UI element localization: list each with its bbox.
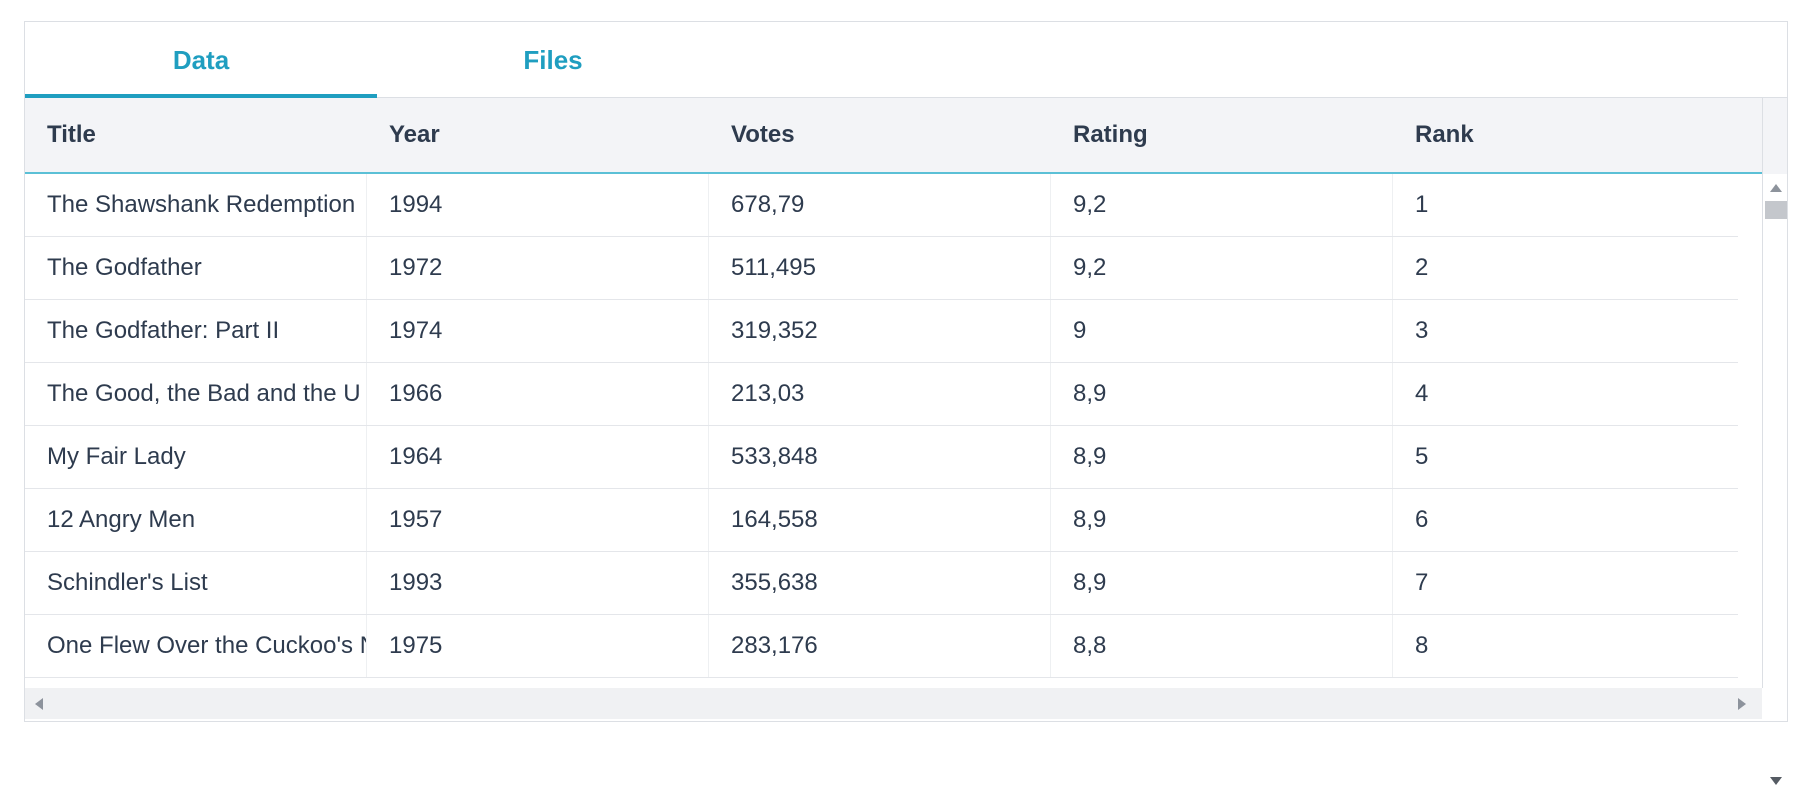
cell-votes[interactable]: 533,848 bbox=[709, 426, 1051, 488]
cell-year[interactable]: 1993 bbox=[367, 552, 709, 614]
cell-rank[interactable]: 5 bbox=[1415, 443, 1429, 470]
table-header: Title Year Votes Rating Rank bbox=[25, 98, 1762, 174]
table-row[interactable]: The Shawshank Redemption 1994 678,79 9,2… bbox=[25, 174, 1738, 237]
cell-year[interactable]: 1964 bbox=[367, 426, 709, 488]
data-grid-widget: Data Files Title Year Votes Rating Rank … bbox=[24, 21, 1788, 785]
column-header-year[interactable]: Year bbox=[389, 121, 440, 148]
cell-rating[interactable]: 9 bbox=[1051, 300, 1393, 362]
table-row[interactable]: 12 Angry Men 1957 164,558 8,9 6 bbox=[25, 489, 1738, 552]
cell-title[interactable]: The Good, the Bad and the U bbox=[25, 363, 367, 425]
cell-rating[interactable]: 9,2 bbox=[1051, 237, 1393, 299]
chevron-right-icon[interactable] bbox=[1738, 698, 1746, 710]
horizontal-scrollbar[interactable] bbox=[25, 688, 1762, 719]
cell-year[interactable]: 1957 bbox=[367, 489, 709, 551]
chevron-down-icon[interactable] bbox=[1770, 777, 1782, 785]
table-row[interactable]: One Flew Over the Cuckoo's Nest 1975 283… bbox=[25, 615, 1738, 678]
vertical-scrollbar[interactable] bbox=[1762, 174, 1787, 688]
cell-votes[interactable]: 319,352 bbox=[709, 300, 1051, 362]
column-header-rating[interactable]: Rating bbox=[1073, 121, 1148, 148]
chevron-left-icon[interactable] bbox=[35, 698, 43, 710]
cell-rating[interactable]: 8,9 bbox=[1051, 489, 1393, 551]
table-row[interactable]: The Good, the Bad and the U 1966 213,03 … bbox=[25, 363, 1738, 426]
column-header-title[interactable]: Title bbox=[47, 121, 96, 148]
cell-title[interactable]: The Godfather: Part II bbox=[25, 300, 367, 362]
cell-votes[interactable]: 355,638 bbox=[709, 552, 1051, 614]
cell-rank[interactable]: 3 bbox=[1415, 317, 1429, 344]
cell-year[interactable]: 1994 bbox=[367, 174, 709, 236]
cell-votes[interactable]: 283,176 bbox=[709, 615, 1051, 677]
cell-year[interactable]: 1966 bbox=[367, 363, 709, 425]
tab-files[interactable]: Files bbox=[523, 44, 583, 75]
cell-title[interactable]: My Fair Lady bbox=[25, 426, 367, 488]
cell-rating[interactable]: 9,2 bbox=[1051, 174, 1393, 236]
cell-title[interactable]: Schindler's List bbox=[25, 552, 367, 614]
cell-year[interactable]: 1972 bbox=[367, 237, 709, 299]
cell-year[interactable]: 1974 bbox=[367, 300, 709, 362]
table-body: The Shawshank Redemption 1994 678,79 9,2… bbox=[25, 174, 1762, 688]
table-row[interactable]: Schindler's List 1993 355,638 8,9 7 bbox=[25, 552, 1738, 615]
table-row[interactable]: The Godfather 1972 511,495 9,2 2 bbox=[25, 237, 1738, 300]
cell-votes[interactable]: 678,79 bbox=[709, 174, 1051, 236]
cell-title[interactable]: 12 Angry Men bbox=[25, 489, 367, 551]
column-header-rank[interactable]: Rank bbox=[1415, 121, 1474, 148]
cell-votes[interactable]: 213,03 bbox=[709, 363, 1051, 425]
cell-rating[interactable]: 8,9 bbox=[1051, 426, 1393, 488]
cell-rank[interactable]: 1 bbox=[1415, 191, 1429, 218]
cell-rank[interactable]: 2 bbox=[1415, 254, 1429, 281]
table-row[interactable]: The Godfather: Part II 1974 319,352 9 3 bbox=[25, 300, 1738, 363]
cell-year[interactable]: 1975 bbox=[367, 615, 709, 677]
tab-data[interactable]: Data bbox=[25, 22, 377, 98]
cell-rank[interactable]: 4 bbox=[1415, 380, 1429, 407]
cell-rating[interactable]: 8,8 bbox=[1051, 615, 1393, 677]
header-scrollbar-corner bbox=[1762, 98, 1787, 174]
column-header-votes[interactable]: Votes bbox=[731, 121, 795, 148]
cell-title[interactable]: One Flew Over the Cuckoo's Nest bbox=[25, 615, 367, 677]
cell-votes[interactable]: 511,495 bbox=[709, 237, 1051, 299]
tab-bar: Data Files bbox=[25, 22, 1787, 98]
cell-title[interactable]: The Shawshank Redemption bbox=[25, 174, 367, 236]
chevron-up-icon[interactable] bbox=[1770, 184, 1782, 192]
cell-title[interactable]: The Godfather bbox=[25, 237, 367, 299]
cell-rank[interactable]: 6 bbox=[1415, 506, 1429, 533]
cell-votes[interactable]: 164,558 bbox=[709, 489, 1051, 551]
cell-rating[interactable]: 8,9 bbox=[1051, 552, 1393, 614]
cell-rating[interactable]: 8,9 bbox=[1051, 363, 1393, 425]
cell-rank[interactable]: 8 bbox=[1415, 632, 1429, 659]
cell-rank[interactable]: 7 bbox=[1415, 569, 1429, 596]
data-grid: Title Year Votes Rating Rank The Shawsha… bbox=[25, 98, 1787, 785]
vertical-scroll-thumb[interactable] bbox=[1765, 201, 1787, 219]
table-row[interactable]: My Fair Lady 1964 533,848 8,9 5 bbox=[25, 426, 1738, 489]
